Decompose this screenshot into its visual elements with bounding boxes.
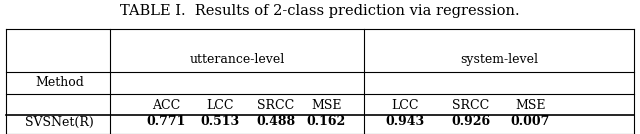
Text: Method: Method: [35, 76, 84, 89]
Text: ACC: ACC: [152, 99, 180, 112]
Text: 0.162: 0.162: [307, 116, 346, 129]
Text: 0.771: 0.771: [147, 116, 186, 129]
Text: 0.926: 0.926: [451, 116, 490, 129]
Text: SRCC: SRCC: [257, 99, 295, 112]
Text: 0.488: 0.488: [257, 116, 296, 129]
Text: 0.007: 0.007: [511, 116, 550, 129]
Text: 0.943: 0.943: [385, 116, 424, 129]
Text: SRCC: SRCC: [452, 99, 489, 112]
Text: utterance-level: utterance-level: [189, 53, 285, 66]
Text: TABLE I.  Results of 2-class prediction via regression.: TABLE I. Results of 2-class prediction v…: [120, 4, 520, 18]
Text: MSE: MSE: [311, 99, 342, 112]
Text: MSE: MSE: [515, 99, 545, 112]
Text: 0.513: 0.513: [200, 116, 239, 129]
Text: LCC: LCC: [206, 99, 234, 112]
Text: SVSNet(R): SVSNet(R): [26, 116, 94, 129]
Text: LCC: LCC: [391, 99, 419, 112]
Text: system-level: system-level: [460, 53, 538, 66]
